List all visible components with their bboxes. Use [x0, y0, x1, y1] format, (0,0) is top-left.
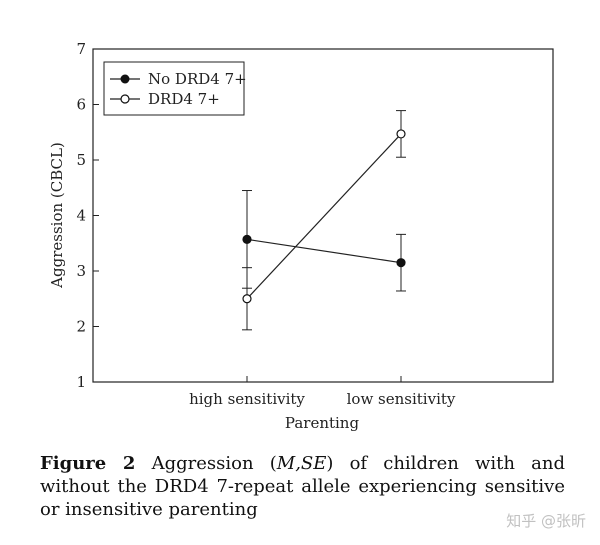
watermark: 知乎 @张昕 — [506, 512, 586, 530]
x-tick-label: high sensitivity — [189, 390, 305, 408]
caption-label: Figure 2 — [40, 453, 136, 474]
y-tick-label: 6 — [76, 96, 86, 114]
data-point-series-1 — [242, 294, 252, 304]
legend-marker-series-1 — [120, 94, 130, 104]
series-line-1 — [246, 133, 402, 300]
caption-stat: M,SE — [276, 453, 327, 474]
series-line-0 — [246, 238, 402, 264]
y-tick-label: 3 — [76, 262, 86, 280]
x-axis-ticks: high sensitivity low sensitivity — [189, 376, 456, 408]
y-axis-label: Aggression (CBCL) — [48, 142, 66, 289]
y-tick-label: 2 — [76, 318, 86, 336]
legend-marker-series-0 — [120, 74, 130, 84]
caption-text-before: Aggression ( — [135, 453, 277, 474]
y-tick-label: 5 — [76, 151, 86, 169]
x-tick-label: low sensitivity — [347, 390, 456, 408]
data-point-series-0 — [396, 258, 406, 268]
x-axis-label: Parenting — [285, 414, 360, 432]
y-tick-label: 1 — [76, 373, 86, 391]
series-layer — [242, 110, 406, 331]
data-point-series-1 — [396, 129, 406, 139]
data-point-series-0 — [242, 234, 252, 244]
legend-label-series-1: DRD4 7+ — [148, 90, 220, 108]
y-axis-ticks: 1 2 3 4 5 6 7 — [76, 40, 99, 391]
figure-caption: Figure 2 Aggression (M,SE) of children w… — [40, 452, 565, 521]
legend-box — [103, 61, 245, 116]
y-tick-label: 4 — [76, 207, 86, 225]
caption-text-after: ) of children with and without the DRD4 … — [40, 453, 565, 520]
legend-label-series-0: No DRD4 7+ — [148, 70, 247, 88]
y-tick-label: 7 — [76, 40, 86, 58]
legend: No DRD4 7+ DRD4 7+ — [103, 61, 247, 116]
